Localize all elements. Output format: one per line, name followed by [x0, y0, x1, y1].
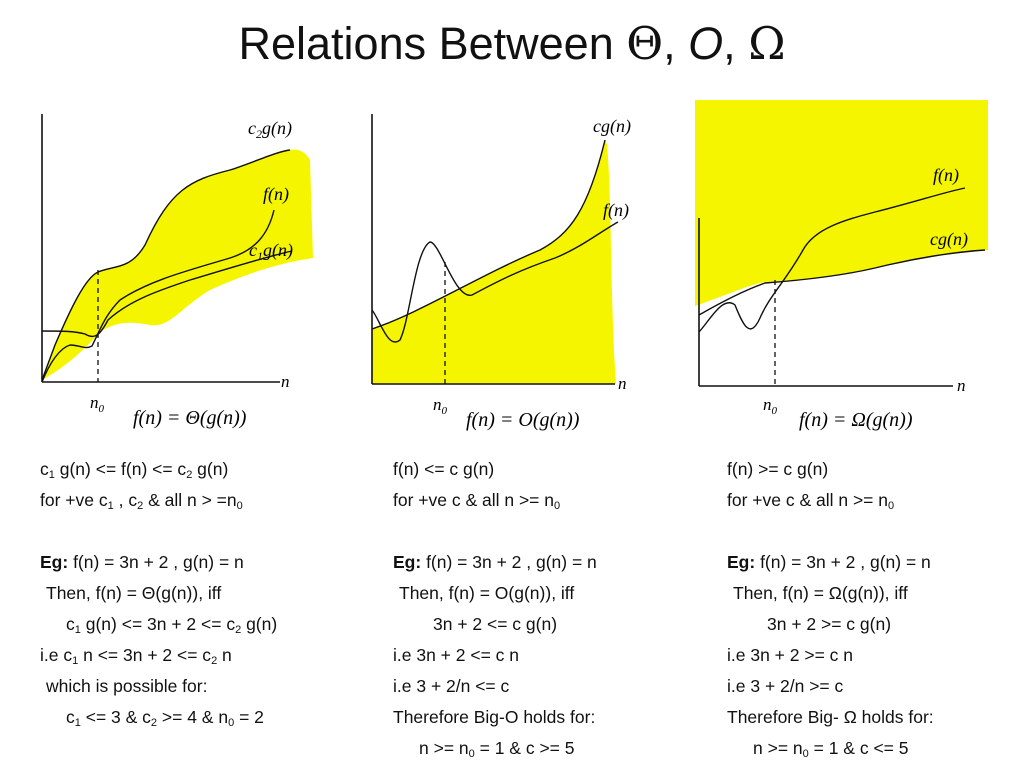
theta-graph: c2g(n) f(n) c1g(n) n n0 f(n) = Θ(g(n)): [30, 100, 330, 436]
theta-definition: c1 g(n) <= f(n) <= c2 g(n): [40, 459, 229, 481]
lower-bound-curve: [41, 250, 293, 338]
omega-therefore: Therefore Big- Ω holds for:: [727, 707, 934, 727]
title-separator: ,: [723, 18, 749, 69]
omega-symbol: Ω: [748, 17, 786, 70]
lower-bound-label: c1g(n): [249, 240, 293, 263]
x-axis-label: n: [618, 374, 627, 393]
cg-curve: [698, 249, 986, 316]
theta-condition: for +ve c1 , c2 & all n > =n0: [40, 490, 243, 512]
theta-explanation: c1 g(n) <= f(n) <= c2 g(n) for +ve c1 , …: [40, 454, 277, 733]
big-o-ie-2: i.e 3 + 2/n <= c: [393, 676, 510, 696]
omega-explanation: f(n) >= c g(n) for +ve c & all n >= n0 E…: [727, 454, 934, 764]
upper-bound-label: c2g(n): [248, 118, 292, 141]
cg-label: cg(n): [593, 116, 631, 137]
f-label: f(n): [933, 165, 959, 186]
slide-title: Relations Between Θ, O, Ω: [0, 14, 1024, 74]
x-axis-label: n: [281, 372, 290, 391]
omega-caption: f(n) = Ω(g(n)): [799, 409, 913, 431]
omega-inequality: 3n + 2 >= c g(n): [767, 614, 892, 634]
omega-then: Then, f(n) = Ω(g(n)), iff: [733, 583, 908, 603]
theta-possible: which is possible for:: [46, 676, 208, 696]
big-o-inequality: 3n + 2 <= c g(n): [433, 614, 558, 634]
big-o-then: Then, f(n) = O(g(n)), iff: [399, 583, 575, 603]
big-o-graph: cg(n) f(n) n n0 f(n) = O(g(n)): [360, 100, 660, 436]
cg-curve: [371, 139, 606, 330]
title-prefix: Relations Between: [238, 18, 627, 69]
theta-caption: f(n) = Θ(g(n)): [133, 407, 247, 429]
cg-label: cg(n): [930, 229, 968, 250]
big-o-definition: f(n) <= c g(n): [393, 459, 495, 479]
big-o-explanation: f(n) <= c g(n) for +ve c & all n >= n0 E…: [393, 454, 597, 764]
n0-label: n0: [763, 395, 778, 417]
omega-ie-2: i.e 3 + 2/n >= c: [727, 676, 844, 696]
omega-graph: f(n) cg(n) n n0 f(n) = Ω(g(n)): [695, 100, 988, 436]
big-o-condition: for +ve c & all n >= n0: [393, 490, 561, 512]
f-curve: [371, 221, 619, 343]
omega-definition: f(n) >= c g(n): [727, 459, 829, 479]
omega-result: n >= n0 = 1 & c <= 5: [753, 738, 909, 760]
f-label: f(n): [263, 184, 289, 205]
omega-region: [695, 100, 988, 306]
theta-example: Eg: f(n) = 3n + 2 , g(n) = n: [40, 552, 244, 572]
omega-condition: for +ve c & all n >= n0: [727, 490, 895, 512]
f-curve: [41, 209, 275, 383]
big-o-therefore: Therefore Big-O holds for:: [393, 707, 596, 727]
big-o-region: [372, 140, 616, 384]
big-o-example: Eg: f(n) = 3n + 2 , g(n) = n: [393, 552, 597, 572]
big-o-result: n >= n0 = 1 & c >= 5: [419, 738, 575, 760]
theta-band: [42, 149, 313, 380]
f-label: f(n): [603, 200, 629, 221]
theta-result: c1 <= 3 & c2 >= 4 & n0 = 2: [66, 707, 264, 729]
omega-example: Eg: f(n) = 3n + 2 , g(n) = n: [727, 552, 931, 572]
big-o-caption: f(n) = O(g(n)): [466, 409, 580, 431]
title-separator: ,: [663, 18, 689, 69]
upper-bound-curve: [41, 149, 291, 381]
big-o-symbol: O: [688, 18, 724, 69]
theta-then: Then, f(n) = Θ(g(n)), iff: [46, 583, 222, 603]
n0-label: n0: [90, 393, 105, 415]
theta-symbol: Θ: [626, 17, 664, 70]
n0-label: n0: [433, 395, 448, 417]
x-axis-label: n: [957, 376, 966, 395]
theta-inequality: c1 g(n) <= 3n + 2 <= c2 g(n): [66, 614, 278, 636]
omega-ie-1: i.e 3n + 2 >= c n: [727, 645, 853, 665]
f-curve: [698, 187, 966, 333]
big-o-ie-1: i.e 3n + 2 <= c n: [393, 645, 519, 665]
theta-ie: i.e c1 n <= 3n + 2 <= c2 n: [40, 645, 232, 667]
